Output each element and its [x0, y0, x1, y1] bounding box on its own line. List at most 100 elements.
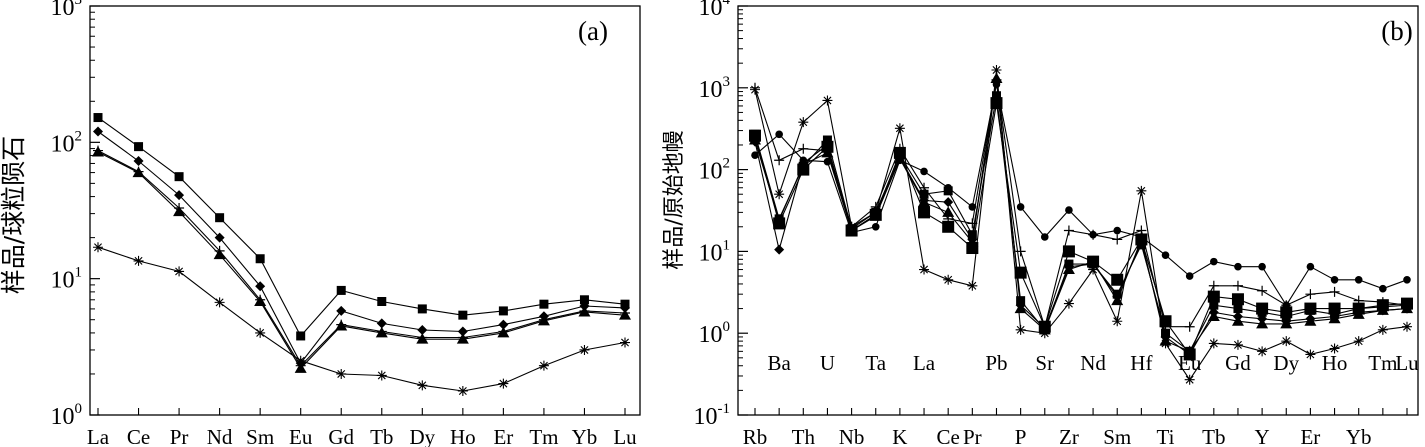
data-point-star-zr — [1063, 298, 1074, 309]
data-point-square-er — [498, 306, 508, 316]
data-point-circle-rb — [751, 151, 759, 159]
data-point-star-gd — [1232, 339, 1243, 350]
data-point-diamond-ba — [774, 244, 785, 255]
x-tick-label-sr: Sr — [1035, 351, 1054, 375]
data-point-star-dy — [1281, 336, 1292, 347]
data-point-star-pr — [174, 266, 185, 277]
data-point-square-dy — [417, 304, 427, 314]
data-point-star-eu — [1184, 374, 1195, 385]
data-point-triangle-er — [1304, 315, 1317, 326]
data-point-diamond-la — [93, 126, 103, 137]
data-point-star-ta — [870, 207, 881, 218]
y-tick-base: 10 — [699, 240, 723, 266]
data-point-star-er — [498, 378, 509, 389]
data-point-star-nb — [846, 221, 857, 232]
data-point-plus-yb — [1353, 295, 1364, 306]
x-tick-label-er: Er — [1300, 425, 1320, 447]
data-point-plus-tb — [376, 326, 387, 337]
y-tick-exponent: 1 — [723, 237, 731, 253]
data-point-plus-hf — [1136, 225, 1147, 236]
data-point-diamond-tb — [376, 318, 387, 329]
data-point-star-sm — [255, 327, 266, 338]
x-tick-label-yb: Yb — [572, 425, 598, 447]
x-tick-label-ce: Ce — [937, 425, 960, 447]
plot-frame — [737, 5, 1419, 416]
data-point-triangle-zr — [1062, 263, 1075, 275]
series-line-square — [754, 95, 1408, 353]
x-tick-label-la: La — [87, 425, 110, 447]
data-point-triangle-k — [893, 152, 906, 164]
data-point-triangle-ba — [773, 214, 786, 225]
data-point-square-la — [919, 189, 929, 199]
x-tick-label-rb: Rb — [743, 425, 768, 447]
data-point-square-tb — [1209, 300, 1219, 310]
data-point-plus-ba — [774, 155, 785, 166]
data-point-star-rb — [750, 84, 760, 95]
x-tick-label-u: U — [820, 351, 835, 375]
y-tick-exponent: 1 — [75, 265, 83, 281]
data-point-star-er — [1305, 349, 1316, 360]
x-tick-label-lu: Lu — [613, 425, 637, 447]
data-point-bigsquare-la — [918, 206, 931, 219]
series-line-triangle — [97, 151, 626, 370]
data-point-plus-pr — [174, 202, 185, 213]
data-point-plus-zr — [1063, 225, 1074, 236]
data-point-plus-y — [1257, 285, 1268, 296]
data-point-star-yb — [579, 344, 590, 355]
data-point-circle-y — [1258, 262, 1266, 271]
y-tick-base: 10 — [699, 322, 723, 348]
x-tick-label-pr: Pr — [963, 425, 982, 447]
data-point-star-tm — [1377, 324, 1388, 335]
series-line-circle — [754, 84, 1408, 307]
data-point-circle-ti — [1161, 251, 1170, 259]
data-point-diamond-ho — [457, 326, 468, 337]
data-point-circle-gd — [1234, 262, 1242, 271]
data-point-star-ho — [1329, 343, 1340, 354]
data-point-triangle-pr — [966, 236, 979, 247]
data-point-triangle-p — [1014, 302, 1027, 314]
data-point-plus-nd — [214, 245, 225, 256]
data-point-plus-ti — [1160, 321, 1171, 332]
data-point-star-pr — [967, 280, 978, 291]
data-point-square-y — [1257, 307, 1267, 317]
data-point-diamond-nd — [214, 232, 225, 243]
series-line-plus — [97, 150, 626, 367]
data-point-plus-dy — [1281, 300, 1292, 311]
data-point-diamond-dy — [417, 325, 428, 336]
series-line-star — [754, 69, 1408, 381]
y-tick-base: 10 — [699, 159, 723, 185]
data-point-plus-ce — [133, 166, 144, 177]
data-point-plus-lu — [1402, 300, 1412, 311]
data-point-plus-gd — [1232, 280, 1243, 291]
plot-frame — [89, 5, 641, 416]
data-point-triangle-dy — [1280, 317, 1293, 329]
data-point-plus-yb — [579, 305, 590, 316]
data-point-plus-er — [498, 326, 509, 337]
data-point-triangle-tb — [1207, 310, 1220, 322]
x-tick-label-sm: Sm — [1103, 425, 1131, 447]
data-point-triangle-ho — [1328, 312, 1341, 324]
data-point-square-gd — [1233, 304, 1243, 314]
data-point-triangle-rb — [749, 134, 761, 145]
data-point-bigsquare-zr — [1062, 245, 1075, 258]
data-point-diamond-er — [498, 319, 509, 330]
data-point-star-pb — [991, 65, 1002, 76]
data-point-star-ce — [133, 255, 144, 266]
x-tick-label-la: La — [913, 351, 936, 375]
data-point-square-nd — [215, 213, 225, 223]
series-line-square — [97, 117, 626, 337]
data-point-star-dy — [417, 380, 428, 391]
y-axis-label: 样品/球粒陨石 — [0, 136, 28, 294]
y-tick-exponent: 0 — [75, 401, 83, 417]
x-tick-label-lu: Lu — [1395, 351, 1419, 375]
data-point-circle-ho — [1330, 275, 1339, 284]
data-point-circle-eu — [1185, 272, 1194, 280]
data-point-star-la — [919, 264, 930, 275]
data-point-star-y — [1257, 346, 1268, 357]
data-point-plus-gd — [336, 319, 347, 330]
data-point-square-ce — [134, 142, 144, 152]
data-point-square-er — [1305, 305, 1315, 315]
y-tick-base: 10 — [51, 404, 75, 430]
y-tick-exponent: 2 — [723, 156, 731, 172]
